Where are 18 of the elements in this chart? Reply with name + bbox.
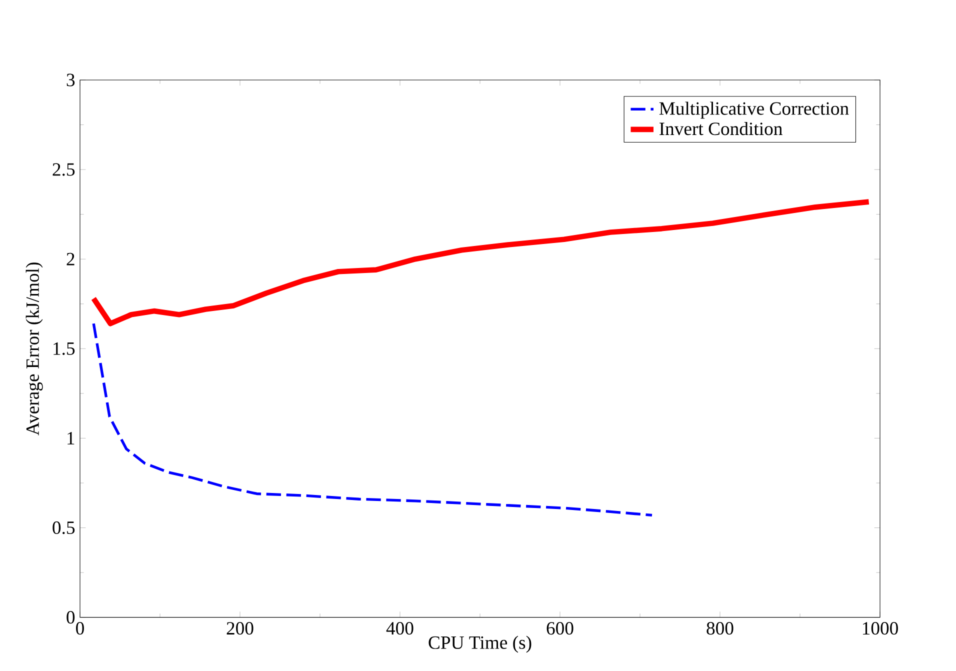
legend-label: Invert Condition <box>659 122 782 136</box>
line-series <box>92 322 654 517</box>
x-tick-label: 0 <box>76 622 84 635</box>
x-tick-label: 200 <box>226 622 254 635</box>
y-tick-label: 1.5 <box>54 342 75 356</box>
y-tick-label: 1 <box>68 432 74 445</box>
x-tick-label: 1000 <box>862 622 898 635</box>
x-tick-label: 600 <box>546 622 574 635</box>
y-tick-label: 3 <box>66 74 75 86</box>
y-axis-title: Average Error (kJ/mol) <box>26 262 43 436</box>
x-axis-title: CPU Time (s) <box>428 636 532 653</box>
y-tick-label: 0.5 <box>52 522 75 534</box>
x-tick-label: 800 <box>706 622 734 635</box>
y-tick-label: 0 <box>66 611 75 624</box>
y-tick-label: 2.5 <box>52 163 75 176</box>
legend-label: Multiplicative Correction <box>659 102 849 119</box>
y-tick-label: 2 <box>66 253 74 266</box>
x-tick-label: 400 <box>386 622 414 635</box>
